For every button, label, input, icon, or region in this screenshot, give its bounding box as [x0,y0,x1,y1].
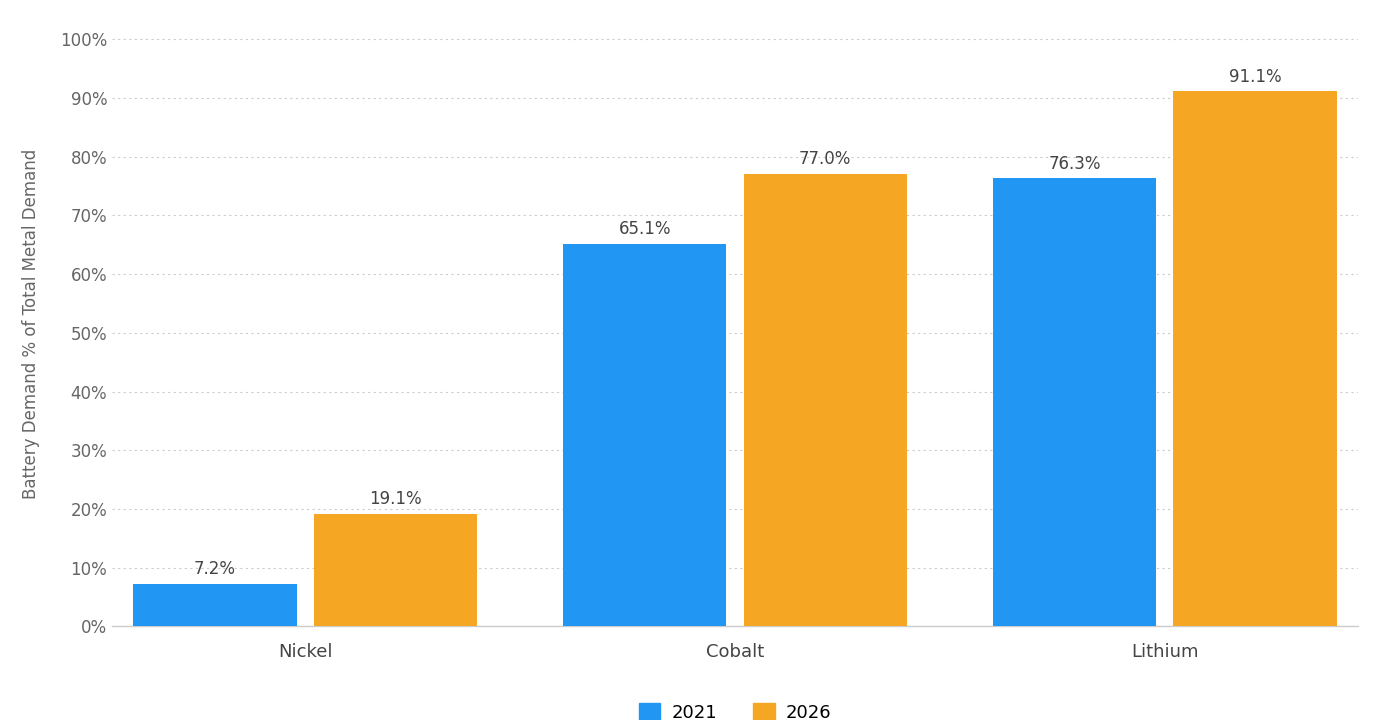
Bar [1173,91,1337,626]
Text: 19.1%: 19.1% [370,490,421,508]
Text: 7.2%: 7.2% [195,560,237,578]
Bar [133,584,297,626]
Text: 77.0%: 77.0% [799,150,851,168]
Text: 91.1%: 91.1% [1229,68,1281,86]
Bar [563,244,727,626]
Text: 76.3%: 76.3% [1049,155,1100,173]
Bar [743,174,907,626]
Text: 65.1%: 65.1% [619,220,671,238]
Bar [993,179,1156,626]
Bar [314,514,477,626]
Legend: 2021, 2026: 2021, 2026 [631,696,839,720]
Y-axis label: Battery Demand % of Total Metal Demand: Battery Demand % of Total Metal Demand [22,149,41,499]
